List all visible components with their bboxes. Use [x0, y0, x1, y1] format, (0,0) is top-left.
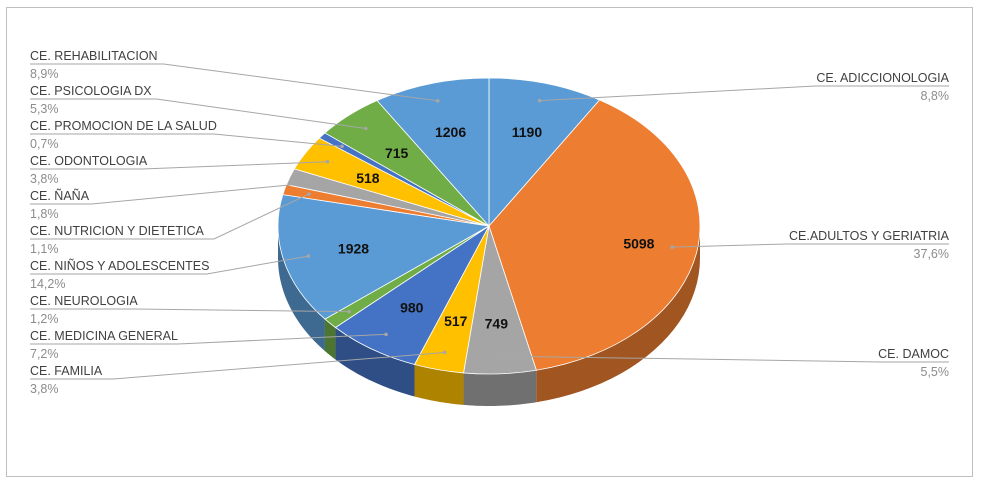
- category-percent-ce-neurologia: 1,2%: [30, 312, 59, 326]
- leader-dot-ce-rehabilitacion: [435, 99, 440, 103]
- category-name-ce-neurologia: CE. NEUROLOGIA: [30, 294, 138, 308]
- leader-line-ce-adultos-y-geriatria: [672, 243, 949, 248]
- leader-dot-ce-nana: [312, 180, 316, 185]
- leader-dot-ce-adiccionologia: [537, 98, 542, 103]
- leader-line-ce-psicologia-dx: [30, 98, 366, 130]
- pie-side-ce-adultos-y-geriatria: [536, 226, 700, 403]
- pie-side-ce-familia: [414, 364, 464, 405]
- leader-line-ce-nana: [30, 182, 314, 205]
- value-label-ce-ninos-y-adolescentes: 1928: [338, 241, 369, 257]
- value-label-ce-rehabilitacion: 1206: [435, 124, 466, 140]
- leader-line-ce-adiccionologia: [539, 85, 949, 102]
- category-name-ce-familia: CE. FAMILIA: [30, 364, 103, 378]
- category-percent-ce-rehabilitacion: 8,9%: [30, 67, 59, 81]
- category-percent-ce-medicina-general: 7,2%: [30, 347, 59, 361]
- leader-line-ce-promocion-de-la-salud: [30, 133, 343, 147]
- category-percent-ce-odontologia: 3,8%: [30, 172, 59, 186]
- category-percent-ce-damoc: 5,5%: [921, 365, 950, 379]
- pie-slice-ce-adiccionologia[interactable]: [488, 77, 601, 228]
- pie-top-faces: [277, 77, 701, 375]
- category-percent-ce-familia: 3,8%: [30, 382, 59, 396]
- category-percent-ce-promocion-de-la-salud: 0,7%: [30, 137, 59, 151]
- leader-line-ce-damoc: [498, 355, 949, 363]
- leader-dot-ce-adultos-y-geriatria: [670, 245, 675, 249]
- leader-dot-ce-medicina-general: [384, 332, 388, 337]
- leader-line-ce-nutricion-y-dietetica: [30, 193, 310, 240]
- category-name-ce-medicina-general: CE. MEDICINA GENERAL: [30, 329, 178, 343]
- leader-line-ce-neurologia: [30, 308, 350, 313]
- leader-dot-ce-psicologia-dx: [364, 126, 368, 131]
- leader-line-ce-medicina-general: [30, 333, 387, 345]
- category-name-ce-ninos-y-adolescentes: CE. NIÑOS Y ADOLESCENTES: [30, 259, 209, 273]
- category-percent-ce-nutricion-y-dietetica: 1,1%: [30, 242, 59, 256]
- category-name-ce-rehabilitacion: CE. REHABILITACION: [30, 49, 158, 63]
- pie-side-ce-damoc: [463, 370, 537, 406]
- value-label-ce-psicologia-dx: 715: [385, 145, 409, 161]
- leader-dot-ce-neurologia: [347, 309, 351, 314]
- value-label-ce-damoc: 749: [485, 316, 509, 332]
- pie-side-walls: [278, 226, 700, 406]
- leader-line-ce-ninos-y-adolescentes: [30, 255, 309, 275]
- leader-dot-ce-familia: [442, 350, 447, 355]
- category-name-ce-adiccionologia: CE. ADICCIONOLOGIA: [816, 71, 949, 85]
- value-label-ce-adiccionologia: 1190: [512, 124, 543, 140]
- category-percent-ce-adiccionologia: 8,8%: [921, 89, 950, 103]
- category-name-ce-nutricion-y-dietetica: CE. NUTRICION Y DIETETICA: [30, 224, 205, 238]
- value-label-ce-adultos-y-geriatria: 5098: [623, 235, 654, 251]
- category-name-ce-nana: CE. ÑAÑA: [30, 189, 90, 203]
- leader-dot-ce-odontologia: [325, 159, 330, 164]
- leader-line-ce-odontologia: [30, 161, 328, 170]
- leader-dot-ce-damoc: [496, 354, 501, 358]
- category-percent-ce-adultos-y-geriatria: 37,6%: [914, 247, 949, 261]
- pie-slice-ce-rehabilitacion[interactable]: [376, 77, 490, 228]
- value-label-ce-medicina-general: 980: [400, 299, 424, 315]
- leader-dot-ce-ninos-y-adolescentes: [306, 254, 311, 258]
- category-percent-ce-nana: 1,8%: [30, 207, 59, 221]
- category-name-ce-adultos-y-geriatria: CE.ADULTOS Y GERIATRIA: [789, 229, 950, 243]
- pie-slice-ce-adultos-y-geriatria[interactable]: [488, 99, 701, 371]
- leader-dot-ce-nutricion-y-dietetica: [307, 192, 311, 196]
- leader-line-ce-rehabilitacion: [30, 63, 438, 102]
- pie-side-ce-medicina-general: [335, 327, 415, 397]
- value-label-ce-odontologia: 518: [356, 170, 380, 186]
- leader-line-ce-familia: [30, 351, 445, 380]
- category-name-ce-promocion-de-la-salud: CE. PROMOCION DE LA SALUD: [30, 119, 217, 133]
- pie-side-ce-ninos-y-adolescentes: [278, 226, 325, 352]
- category-name-ce-odontologia: CE. ODONTOLOGIA: [30, 154, 148, 168]
- value-label-ce-familia: 517: [444, 313, 468, 329]
- pie-side-ce-neurologia: [324, 319, 336, 360]
- category-labels: CE. REHABILITACION 8,9% CE. PSICOLOGIA DX 5…: [30, 49, 950, 396]
- category-percent-ce-psicologia-dx: 5,3%: [30, 102, 59, 116]
- value-labels: 1190 5098 749 517 980 1928 518 715 1206: [338, 124, 655, 332]
- category-percent-ce-ninos-y-adolescentes: 14,2%: [30, 277, 65, 291]
- category-name-ce-damoc: CE. DAMOC: [878, 347, 949, 361]
- category-name-ce-psicologia-dx: CE. PSICOLOGIA DX: [30, 84, 152, 98]
- leader-dot-ce-promocion-de-la-salud: [340, 144, 344, 149]
